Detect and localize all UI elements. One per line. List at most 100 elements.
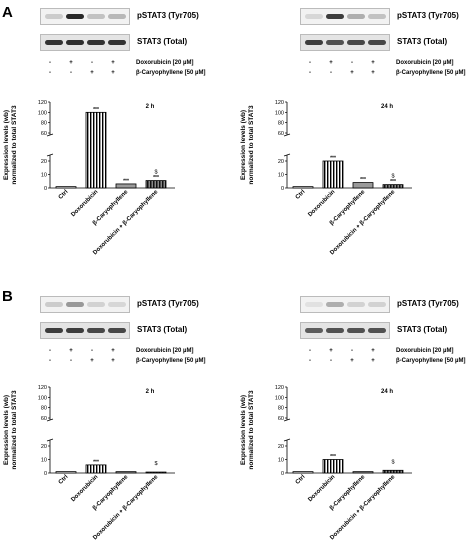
y-tick-label: 20: [278, 159, 284, 165]
chart-title: 24 h: [381, 389, 393, 395]
bar-chart-a-24h: Expression levels (wb) normalized to tota…: [240, 100, 412, 256]
x-tick-label: Doxorubicin: [307, 474, 336, 503]
blot-band: [87, 14, 105, 19]
pstat3-label: pSTAT3 (Tyr705): [397, 299, 459, 308]
y-tick-label: 100: [275, 395, 284, 401]
blot-band: [45, 14, 63, 19]
phospho-blot-strip: [300, 296, 390, 313]
axis-break-mark: [46, 418, 54, 422]
y-axis-label: normalized to total STAT3: [248, 390, 255, 470]
bar: [145, 471, 167, 474]
y-tick-label: 80: [41, 121, 47, 127]
treatment-row: - - + + β-Caryophyllene [50 µM]: [46, 70, 246, 78]
treatment-row: - - + + β-Caryophyllene [50 µM]: [306, 358, 475, 366]
axis-break-mark: [283, 133, 291, 137]
total-blot-strip: [40, 322, 130, 339]
y-tick-label: 100: [275, 110, 284, 116]
significance-label-dollar: $: [391, 174, 394, 180]
treatment-label: β-Caryophyllene [50 µM]: [396, 358, 466, 364]
y-tick-label: 0: [44, 186, 47, 192]
treatment-symbol: -: [91, 60, 93, 66]
blot-band: [305, 302, 323, 307]
treatment-symbol: +: [69, 60, 73, 66]
x-tick-label: Ctrl: [58, 189, 70, 201]
treatment-symbol: -: [49, 70, 51, 76]
bar: [292, 471, 314, 474]
y-tick-label: 120: [275, 100, 284, 106]
blot-band: [87, 302, 105, 307]
y-tick-label: 60: [41, 131, 47, 137]
treatment-symbol: +: [90, 358, 94, 364]
treatment-symbol: +: [329, 348, 333, 354]
bar: [292, 186, 314, 189]
axis-break-mark: [46, 438, 54, 442]
significance-label: ***: [360, 177, 366, 183]
total-blot-strip: [300, 34, 390, 51]
bar: [55, 471, 77, 474]
bar: [55, 186, 77, 189]
x-tick-label: Ctrl: [295, 474, 307, 486]
bar: [145, 180, 167, 189]
bar: [322, 160, 344, 189]
total-blot-strip: [40, 34, 130, 51]
blot-band: [108, 302, 126, 307]
treatment-label: Doxorubicin [20 µM]: [136, 60, 194, 66]
treatment-symbol: -: [351, 348, 353, 354]
chart-title: 24 h: [381, 104, 393, 110]
stat3-total-label: STAT3 (Total): [397, 37, 448, 46]
bar: [382, 469, 404, 474]
bar: [382, 184, 404, 189]
bar: [352, 471, 374, 474]
blot-band: [368, 14, 386, 19]
y-tick-label: 20: [41, 444, 47, 450]
phospho-blot-strip: [300, 8, 390, 25]
stat3-total-label: STAT3 (Total): [137, 37, 188, 46]
x-tick-label: Doxorubicin: [70, 474, 99, 503]
blot-band: [45, 302, 63, 307]
treatment-row: - - + + β-Caryophyllene [50 µM]: [306, 70, 475, 78]
axis-break-mark: [46, 133, 54, 137]
blot-band: [368, 328, 386, 333]
y-tick-label: 60: [278, 131, 284, 137]
treatment-row: - + - + Doxorubicin [20 µM]: [46, 348, 246, 356]
y-tick-label: 100: [38, 395, 47, 401]
blot-band: [108, 14, 126, 19]
y-tick-label: 20: [41, 159, 47, 165]
significance-label-dollar: $: [391, 459, 394, 465]
y-tick-label: 0: [281, 186, 284, 192]
treatment-symbol: -: [49, 358, 51, 364]
total-blot-strip: [300, 322, 390, 339]
x-tick-label: Doxorubicin + β-Caryophyllene: [329, 474, 397, 542]
treatment-label: β-Caryophyllene [50 µM]: [136, 358, 206, 364]
pstat3-label: pSTAT3 (Tyr705): [137, 11, 199, 20]
axis-break-mark: [283, 438, 291, 442]
treatment-symbol: -: [351, 60, 353, 66]
significance-label: ***: [390, 179, 396, 185]
treatment-row: - - + + β-Caryophyllene [50 µM]: [46, 358, 246, 366]
significance-label: ***: [330, 454, 336, 460]
axis-break-mark: [283, 153, 291, 157]
treatment-symbol: +: [111, 60, 115, 66]
treatment-symbol: -: [309, 60, 311, 66]
treatment-symbol: -: [309, 70, 311, 76]
y-tick-label: 60: [41, 416, 47, 422]
x-tick-label: Doxorubicin + β-Caryophyllene: [92, 474, 160, 542]
y-tick-label: 10: [278, 173, 284, 179]
blot-band: [326, 14, 344, 19]
panel-letter-b: B: [2, 288, 13, 305]
y-axis-label: Expression levels (wb): [240, 395, 247, 465]
chart-title: 2 h: [146, 389, 155, 395]
axis-break-mark: [46, 153, 54, 157]
x-tick-label: Ctrl: [295, 189, 307, 201]
treatment-symbol: -: [330, 70, 332, 76]
significance-label-dollar: $: [154, 461, 157, 467]
y-axis-label: Expression levels (wb): [240, 110, 247, 180]
treatment-symbol: +: [371, 70, 375, 76]
x-tick-label: Doxorubicin: [70, 189, 99, 218]
y-tick-label: 100: [38, 110, 47, 116]
phospho-blot-strip: [40, 8, 130, 25]
treatment-symbol: +: [350, 358, 354, 364]
blot-band: [108, 40, 126, 45]
y-tick-label: 120: [38, 385, 47, 391]
significance-label: ***: [93, 459, 99, 465]
